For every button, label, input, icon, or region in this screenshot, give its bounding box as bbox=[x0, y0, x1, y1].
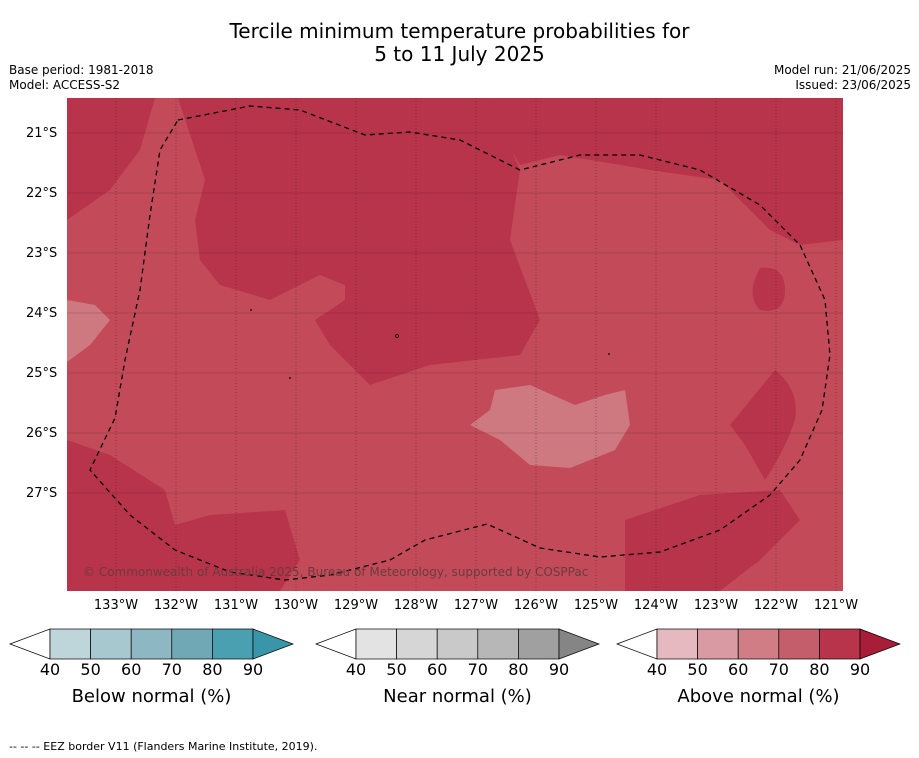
island-dot bbox=[608, 353, 610, 355]
colorbar-segment bbox=[396, 628, 438, 660]
map-title-line1: Tercile minimum temperature probabilitie… bbox=[229, 19, 690, 43]
lon-label: 130°W bbox=[273, 598, 319, 613]
map-title-line2: 5 to 11 July 2025 bbox=[374, 42, 545, 66]
dark-region-southwest bbox=[67, 440, 300, 591]
colorbar-tick-label: 80 bbox=[202, 660, 223, 679]
light-patch-south bbox=[470, 385, 630, 468]
colorbar-title: Above normal (%) bbox=[677, 686, 840, 707]
probability-field bbox=[67, 98, 843, 591]
lon-label: 121°W bbox=[813, 598, 859, 613]
lat-label: 22°S bbox=[26, 186, 58, 201]
colorbar-tick-label: 90 bbox=[548, 660, 570, 679]
colorbar-tick-label: 80 bbox=[508, 660, 529, 679]
colorbar-tick-label: 70 bbox=[161, 660, 182, 679]
copyright-notice: © Commonwealth of Australia 2025, Bureau… bbox=[83, 565, 589, 579]
eez-border bbox=[89, 105, 831, 581]
colorbar-segment bbox=[252, 628, 294, 660]
model-run: Model run: 21/06/2025 bbox=[773, 63, 911, 77]
model-name: Model: ACCESS-S2 bbox=[9, 78, 121, 92]
colorbar-tick-label: 60 bbox=[427, 660, 448, 679]
dark-patch-east bbox=[752, 267, 785, 311]
island-dot bbox=[395, 334, 399, 338]
lat-label: 21°S bbox=[26, 126, 58, 141]
colorbar-segment bbox=[737, 628, 780, 660]
above-normal-colorbar bbox=[616, 628, 901, 660]
below-normal-colorbar bbox=[9, 628, 294, 660]
dark-region-northeast bbox=[490, 98, 843, 245]
graticule bbox=[67, 132, 843, 494]
light-patch-west bbox=[67, 300, 110, 362]
colorbar-segment bbox=[558, 628, 600, 660]
colorbar-segment bbox=[355, 628, 397, 660]
colorbar-tick-label: 40 bbox=[345, 660, 367, 679]
dark-region-northwest bbox=[67, 98, 155, 220]
colorbar-tick-label: 50 bbox=[386, 660, 407, 679]
lon-label: 122°W bbox=[753, 598, 799, 613]
lon-label: 132°W bbox=[153, 598, 199, 613]
colorbar-segment bbox=[656, 628, 698, 660]
lat-label: 27°S bbox=[26, 486, 58, 501]
lon-label: 123°W bbox=[693, 598, 739, 613]
colorbar-tick-label: 40 bbox=[646, 660, 668, 679]
colorbar-segment bbox=[616, 628, 658, 660]
eez-footnote: -- -- -- EEZ border V11 (Flanders Marine… bbox=[9, 740, 318, 753]
lon-label: 129°W bbox=[333, 598, 379, 613]
colorbar-segment bbox=[212, 628, 254, 660]
lat-label: 25°S bbox=[26, 366, 58, 381]
colorbar-segment bbox=[9, 628, 51, 660]
colorbar-tick-label: 60 bbox=[121, 660, 142, 679]
colorbar-tick-label: 50 bbox=[687, 660, 708, 679]
lat-label: 24°S bbox=[26, 306, 58, 321]
lon-label: 124°W bbox=[633, 598, 679, 613]
colorbar-tick-label: 70 bbox=[467, 660, 488, 679]
colorbar-title: Below normal (%) bbox=[71, 686, 232, 707]
colorbar-segment bbox=[778, 628, 820, 660]
lon-label: 126°W bbox=[513, 598, 559, 613]
lon-label: 127°W bbox=[453, 598, 499, 613]
colorbar-segment bbox=[436, 628, 479, 660]
lon-label: 125°W bbox=[573, 598, 619, 613]
lat-label: 26°S bbox=[26, 426, 58, 441]
colorbar-tick-label: 60 bbox=[728, 660, 749, 679]
colorbar-tick-label: 90 bbox=[242, 660, 264, 679]
right-metadata: Model run: 21/06/2025 Issued: 23/06/2025 bbox=[774, 63, 911, 93]
colorbar-tick-label: 80 bbox=[809, 660, 830, 679]
colorbar-segment bbox=[171, 628, 213, 660]
colorbar-segment bbox=[130, 628, 173, 660]
near-normal-colorbar bbox=[315, 628, 600, 660]
colorbar-segment bbox=[697, 628, 739, 660]
colorbar-segment bbox=[90, 628, 132, 660]
colorbar-tick-label: 50 bbox=[80, 660, 101, 679]
lat-label: 23°S bbox=[26, 246, 58, 261]
colorbar-tick-label: 40 bbox=[39, 660, 61, 679]
lon-label: 131°W bbox=[213, 598, 259, 613]
colorbar-segment bbox=[49, 628, 91, 660]
colorbar-segment bbox=[859, 628, 901, 660]
base-period: Base period: 1981-2018 bbox=[9, 63, 154, 77]
colorbar-segment bbox=[477, 628, 519, 660]
lon-label: 133°W bbox=[93, 598, 139, 613]
colorbar-segment bbox=[518, 628, 560, 660]
issued-date: Issued: 23/06/2025 bbox=[795, 78, 911, 92]
colorbar-title: Near normal (%) bbox=[383, 686, 532, 707]
colorbar-segment bbox=[819, 628, 861, 660]
island-dot bbox=[250, 309, 252, 311]
island-dot bbox=[289, 377, 291, 379]
colorbar-tick-label: 90 bbox=[849, 660, 871, 679]
colorbar-segment bbox=[315, 628, 357, 660]
dark-region-southeast bbox=[625, 490, 800, 591]
colorbar-tick-label: 70 bbox=[768, 660, 789, 679]
dark-patch-southeast bbox=[730, 370, 796, 480]
lon-label: 128°W bbox=[393, 598, 439, 613]
left-metadata: Base period: 1981-2018 Model: ACCESS-S2 bbox=[9, 63, 154, 93]
dark-region-north bbox=[178, 98, 540, 385]
meridians bbox=[115, 98, 837, 591]
